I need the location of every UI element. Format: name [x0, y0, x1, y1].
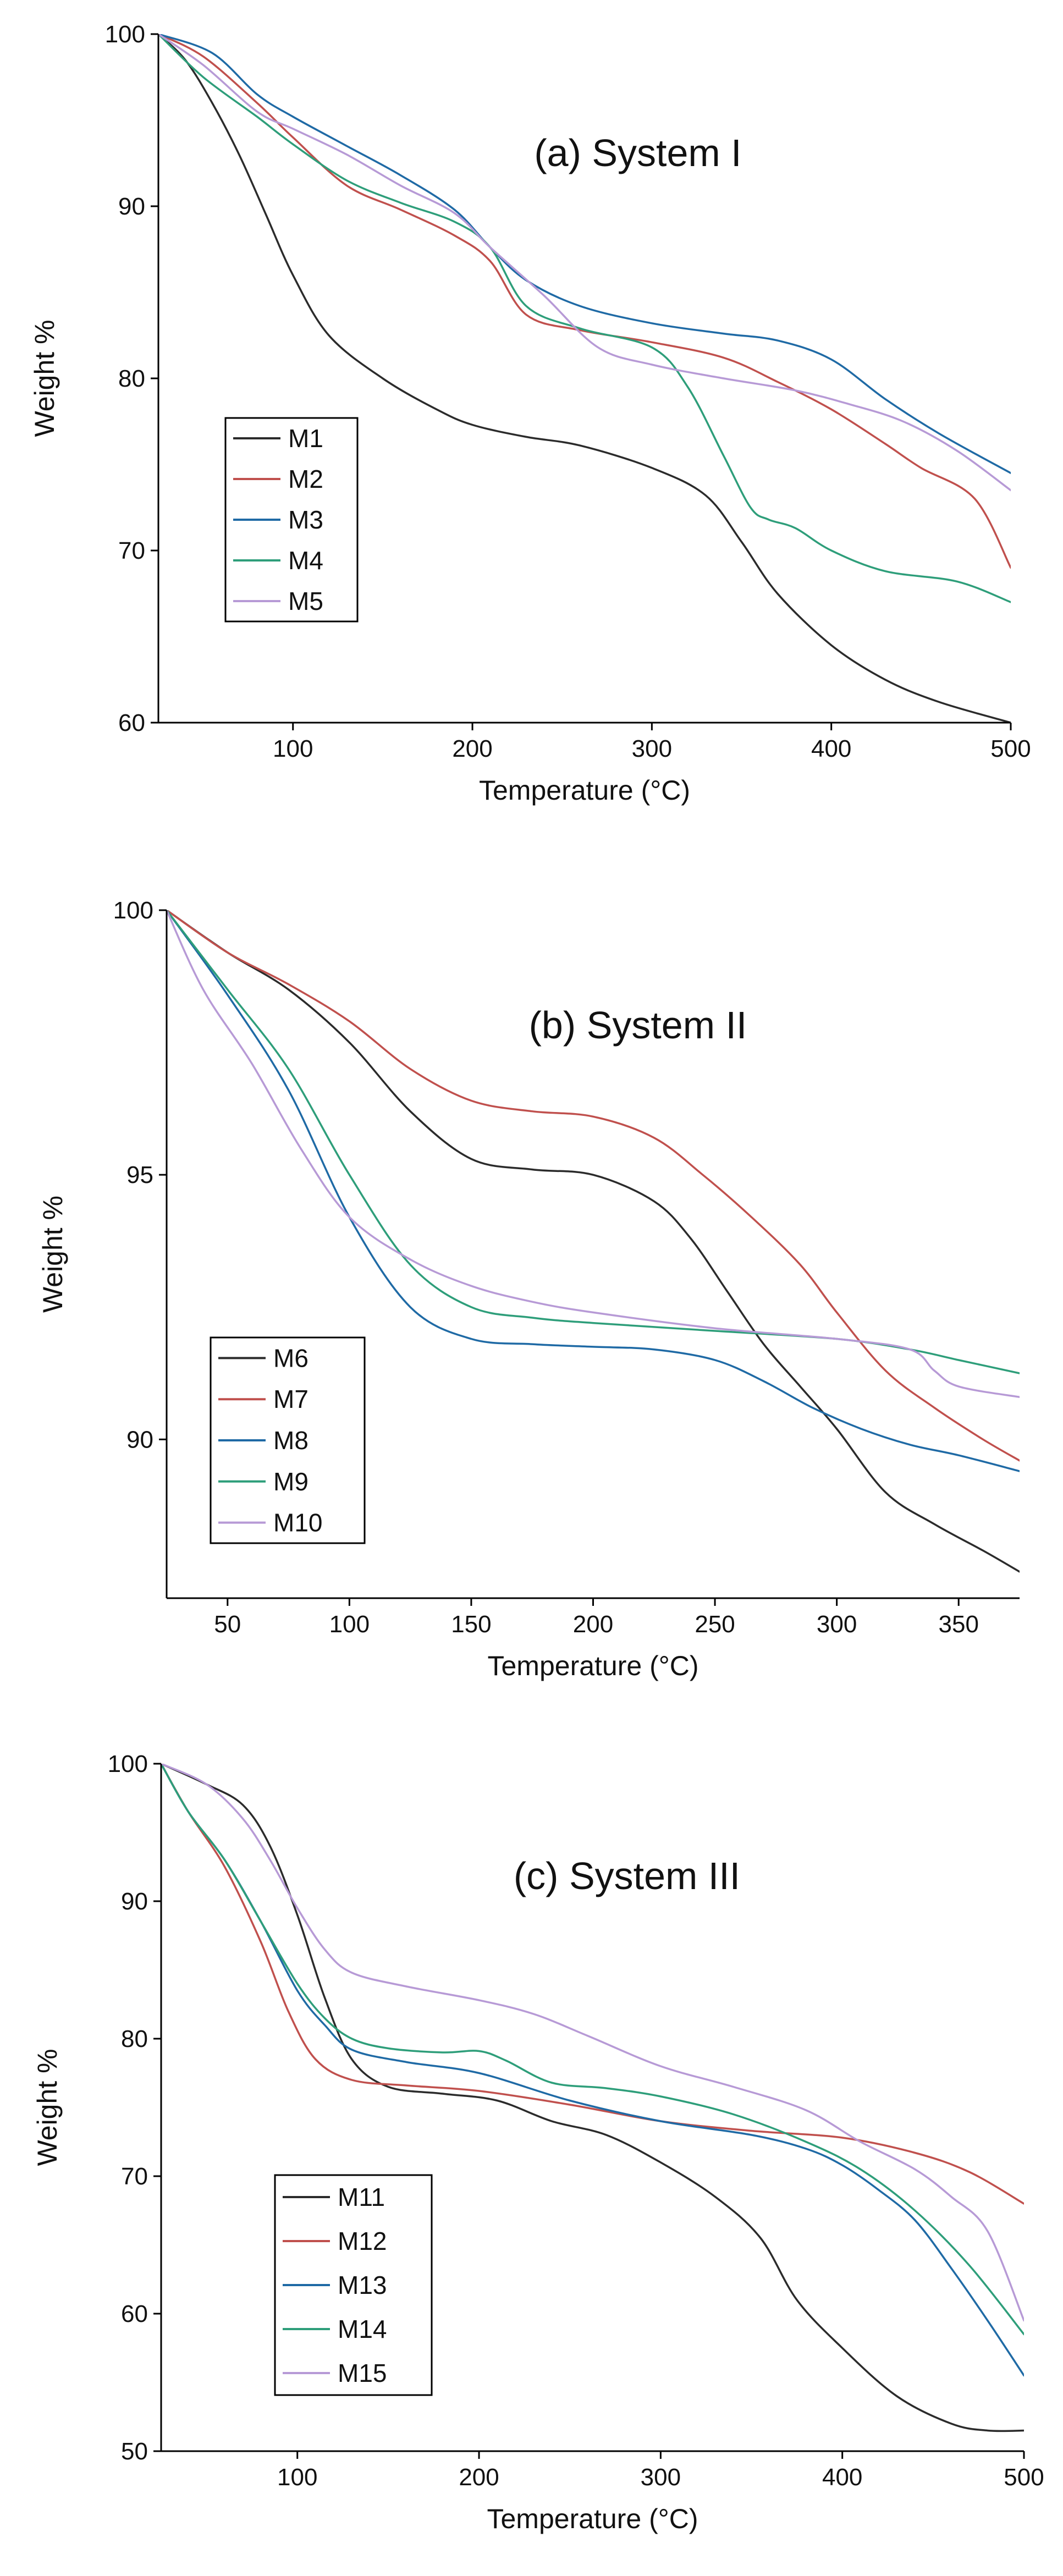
series-line-m14 [161, 1764, 1024, 2336]
x-tick-label: 400 [822, 2464, 862, 2491]
y-tick-label: 90 [121, 1888, 148, 1915]
y-tick-label: 100 [105, 21, 145, 48]
series-line-m8 [167, 910, 1020, 1472]
series-line-m9 [167, 910, 1020, 1374]
legend-label-m11: M11 [338, 2183, 385, 2211]
legend-label-m15: M15 [338, 2359, 387, 2387]
y-axis-label: Weight % [29, 320, 60, 437]
x-tick-label: 50 [214, 1611, 241, 1638]
legend-label-m13: M13 [338, 2271, 387, 2299]
chart-panel-3: 50 60 70 80 90 100 100 200 300 400 500 Temperature … [32, 1751, 1044, 2534]
legend-label-m3: M3 [288, 505, 323, 534]
y-axis-label: Weight % [32, 2049, 63, 2166]
x-tick-label: 200 [459, 2464, 499, 2491]
x-tick-label: 500 [1004, 2464, 1044, 2491]
y-tick-label: 90 [126, 1426, 153, 1453]
x-tick-label: 100 [277, 2464, 317, 2491]
series-group [158, 34, 1011, 723]
series-line-m10 [167, 910, 1020, 1399]
y-tick-label: 50 [121, 2438, 148, 2465]
x-axis-label: Temperature (°C) [488, 1650, 699, 1681]
legend: M11 M12 M13 M14 M15 [274, 2174, 433, 2396]
series-line-m12 [161, 1764, 1024, 2205]
legend-label-m1: M1 [288, 424, 323, 453]
series-line-m6 [167, 910, 1020, 1573]
x-tick-label: 250 [695, 1611, 735, 1638]
y-axis-label: Weight % [37, 1196, 68, 1313]
chart-panel-1: 60 70 80 90 100 100 200 300 400 500 Temperature (°… [29, 21, 1031, 806]
legend-label-m12: M12 [338, 2227, 387, 2255]
y-tick-label: 100 [113, 897, 153, 924]
series-line-m11 [161, 1764, 1024, 2432]
y-tick-label: 80 [118, 365, 145, 392]
series-line-m1 [158, 34, 1011, 723]
x-tick-label: 100 [329, 1611, 370, 1638]
x-tick-label: 100 [273, 735, 313, 762]
y-tick-label: 90 [118, 193, 145, 220]
x-tick-label: 200 [452, 735, 492, 762]
y-tick-label: 60 [118, 709, 145, 736]
x-tick-label: 400 [811, 735, 851, 762]
legend-label-m7: M7 [273, 1385, 309, 1413]
series-line-m5 [158, 34, 1011, 492]
chart-title: (b) System II [529, 1004, 747, 1047]
y-tick-label: 70 [121, 2163, 148, 2190]
chart-title: (c) System III [514, 1854, 740, 1897]
legend-label-m5: M5 [288, 587, 323, 615]
x-tick-label: 150 [451, 1611, 491, 1638]
series-line-m2 [158, 34, 1011, 569]
y-tick-label: 70 [118, 537, 145, 564]
series-group [161, 1764, 1024, 2432]
x-axis-label: Temperature (°C) [479, 775, 690, 806]
legend-label-m14: M14 [338, 2315, 387, 2343]
legend-label-m8: M8 [273, 1426, 309, 1455]
legend-label-m9: M9 [273, 1467, 309, 1496]
series-line-m15 [161, 1764, 1024, 2322]
chart-panel-2: 90 95 100 50 100 150 200 250 300 350 Temperature (… [37, 897, 1020, 1681]
x-axis-label: Temperature (°C) [487, 2503, 698, 2534]
legend-label-m4: M4 [288, 546, 323, 575]
y-tick-label: 100 [108, 1751, 148, 1777]
y-tick-label: 95 [126, 1162, 153, 1188]
series-line-m7 [167, 910, 1020, 1462]
x-tick-label: 300 [632, 735, 672, 762]
y-tick-label: 60 [121, 2300, 148, 2327]
y-tick-label: 80 [121, 2025, 148, 2052]
x-tick-label: 200 [573, 1611, 613, 1638]
series-group [167, 910, 1020, 1573]
legend-label-m10: M10 [273, 1509, 322, 1537]
legend-label-m6: M6 [273, 1344, 309, 1372]
x-tick-label: 350 [939, 1611, 979, 1638]
x-tick-label: 300 [641, 2464, 681, 2491]
legend: M6 M7 M8 M9 M10 [210, 1336, 366, 1544]
x-tick-label: 300 [817, 1611, 857, 1638]
series-line-m3 [158, 34, 1011, 474]
legend: M1 M2 M3 M4 M5 [224, 417, 359, 623]
x-tick-label: 500 [990, 735, 1031, 762]
series-line-m4 [158, 34, 1011, 603]
legend-label-m2: M2 [288, 465, 323, 493]
chart-title: (a) System I [534, 131, 741, 174]
